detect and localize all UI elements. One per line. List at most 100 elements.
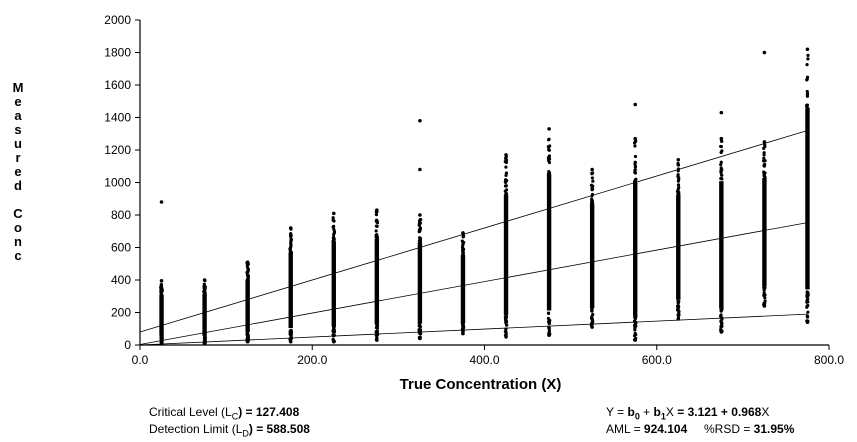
data-point — [590, 316, 594, 321]
data-column — [460, 231, 466, 336]
data-point — [288, 332, 292, 336]
regression-equation: Y = b0 + b1X = 3.121 + 0.968X — [606, 405, 770, 422]
fit-line-3 — [139, 313, 808, 346]
data-point — [547, 333, 551, 338]
y-tick-label: 1000 — [104, 176, 131, 190]
data-point — [806, 290, 810, 295]
data-column — [288, 226, 294, 344]
y-axis-label-letter: r — [15, 150, 20, 165]
data-column — [159, 200, 164, 346]
data-point — [805, 47, 810, 52]
data-point — [676, 317, 681, 321]
data-point — [332, 232, 336, 237]
data-point — [245, 339, 250, 344]
data-point — [461, 234, 466, 238]
data-column — [632, 102, 638, 342]
x-tick-label: 400.0 — [469, 353, 499, 367]
data-points — [159, 47, 810, 346]
data-point — [504, 188, 509, 192]
detection-limit-value: 588.508 — [266, 422, 310, 436]
data-point — [762, 291, 766, 295]
data-point — [331, 239, 335, 243]
data-point — [590, 186, 594, 190]
data-point — [762, 288, 766, 292]
data-point — [374, 224, 379, 228]
outlier-point — [418, 118, 422, 123]
y-tick-label: 1600 — [104, 78, 131, 92]
data-point — [418, 213, 422, 217]
data-point — [289, 336, 293, 340]
data-point — [633, 168, 637, 172]
data-point — [331, 339, 336, 344]
data-point — [547, 319, 552, 323]
data-point — [719, 166, 723, 170]
x-tick-label: 600.0 — [642, 353, 672, 367]
outlier-point — [159, 200, 164, 204]
data-point — [460, 320, 465, 324]
data-point — [590, 197, 594, 201]
data-column — [503, 153, 509, 339]
y-axis-label-letter: C — [13, 206, 23, 221]
data-point — [159, 341, 164, 346]
data-point — [289, 237, 293, 241]
data-point — [159, 285, 163, 290]
y-tick-label: 200 — [111, 306, 131, 320]
data-point — [547, 127, 551, 131]
data-point — [719, 319, 723, 323]
data-point — [719, 330, 724, 334]
x-tick-label: 200.0 — [297, 353, 327, 367]
dense-points — [417, 242, 423, 324]
data-point — [805, 89, 809, 94]
data-point — [806, 53, 810, 57]
data-point — [719, 169, 723, 173]
y-axis-label-letter: M — [13, 80, 24, 95]
x-axis-label: True Concentration (X) — [400, 376, 562, 393]
data-point — [504, 327, 508, 331]
fit-line-1 — [139, 130, 808, 333]
data-point — [676, 183, 681, 187]
x-tick-label: 800.0 — [814, 353, 844, 367]
data-point — [202, 282, 206, 286]
data-column — [805, 47, 810, 325]
data-point — [375, 234, 379, 239]
rsd-value: 31.95% — [753, 422, 795, 436]
dense-points — [633, 182, 638, 316]
data-point — [590, 325, 594, 329]
data-point — [418, 332, 422, 336]
data-point — [202, 341, 207, 346]
data-point — [288, 247, 292, 251]
data-point — [762, 146, 766, 151]
fit-line-2 — [139, 222, 808, 345]
data-point — [374, 219, 378, 223]
data-point — [719, 144, 723, 149]
data-point — [504, 171, 509, 175]
outlier-point — [719, 110, 724, 115]
data-point — [375, 208, 379, 212]
outlier-point — [418, 167, 422, 172]
critical-level-value: 127.408 — [255, 405, 300, 419]
data-point — [806, 310, 810, 314]
data-point — [720, 177, 724, 181]
data-point — [762, 163, 766, 168]
data-point — [547, 148, 551, 152]
data-point — [246, 333, 250, 337]
data-column — [675, 157, 681, 321]
data-point — [633, 171, 638, 175]
dense-points — [202, 293, 207, 336]
data-point — [720, 173, 724, 177]
data-point — [546, 156, 551, 160]
data-point — [762, 153, 766, 157]
data-point — [633, 315, 637, 319]
data-point — [677, 190, 681, 195]
data-point — [676, 306, 680, 310]
data-column — [762, 50, 767, 308]
data-point — [676, 174, 680, 179]
data-point — [417, 239, 421, 243]
data-point — [374, 229, 378, 233]
dense-points — [676, 194, 681, 300]
data-point — [590, 171, 594, 176]
data-point — [805, 94, 810, 98]
data-point — [289, 233, 293, 237]
data-point — [633, 165, 638, 169]
data-point — [805, 295, 809, 299]
